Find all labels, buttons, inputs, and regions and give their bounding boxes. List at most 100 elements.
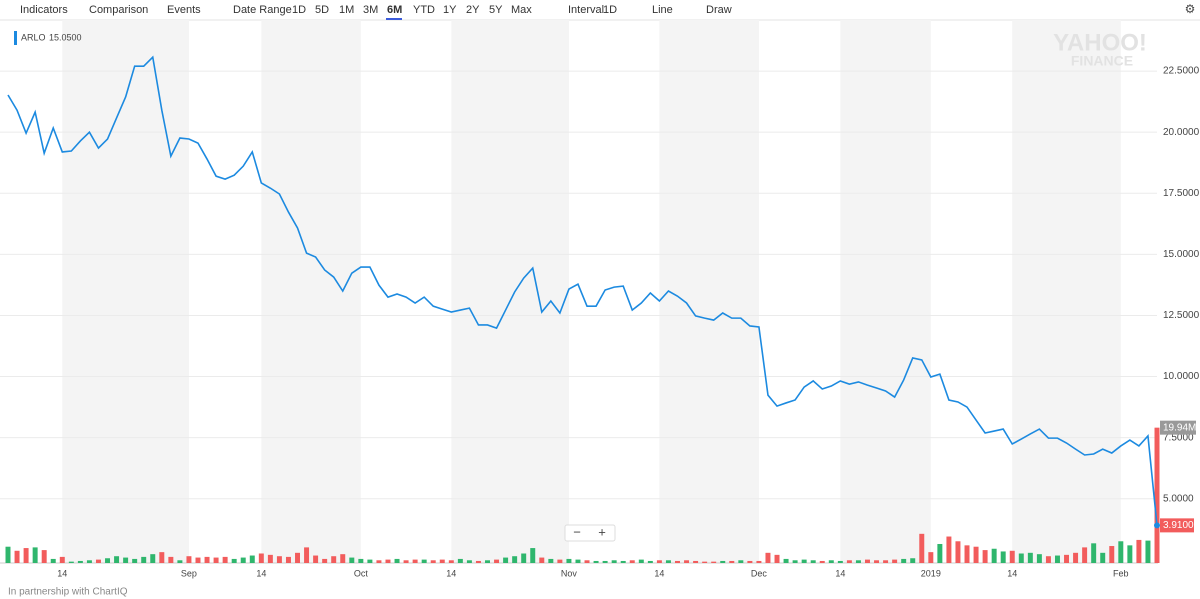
volume-bar [1091,543,1097,563]
volume-bar [675,560,680,563]
volume-bar [964,545,970,563]
volume-bar [439,559,445,563]
volume-bar [837,560,843,563]
volume-bar [548,558,554,563]
x-tick-label: 14 [57,568,67,578]
volume-bar [1064,554,1070,563]
volume-bar [783,558,789,563]
volume-bar [1109,546,1115,563]
volume-bar [385,559,391,563]
volume-bar [204,556,210,563]
volume-bar [720,560,726,563]
x-tick-label: Dec [751,568,768,578]
month-band [1012,20,1121,563]
toolbar-button[interactable]: Indicators [20,4,68,16]
volume-bar [32,547,38,563]
x-tick-label: Feb [1113,568,1129,578]
volume-bar [702,561,708,563]
volume-bar [376,560,382,563]
toolbar-button[interactable]: Events [167,4,201,16]
y-tick-label: 17.5000 [1163,188,1200,199]
zoom-buttons[interactable] [564,524,616,542]
toolbar-button[interactable]: 1Y [443,4,457,16]
volume-bar [539,557,545,563]
volume-bar [1045,556,1051,563]
toolbar-button[interactable]: 5Y [489,4,503,16]
month-band [62,20,189,563]
volume-bar [123,557,129,563]
volume-bar [177,560,183,563]
y-tick-label: 22.5000 [1163,66,1200,77]
volume-bar [1100,552,1106,563]
toolbar [0,0,1200,20]
toolbar-button[interactable]: 6M [387,4,402,16]
volume-bar [1000,551,1006,563]
volume-bar [828,560,834,563]
volume-bar [448,560,454,563]
y-tick-label: 20.0000 [1163,127,1200,138]
volume-bar [855,560,861,563]
watermark: FINANCE [1071,53,1133,69]
volume-bar [494,559,500,563]
volume-bar [322,558,328,563]
volume-bar [132,558,138,563]
toolbar-button[interactable]: 1D [292,4,306,16]
volume-bar [512,556,518,563]
last-point [1154,522,1160,529]
volume-bar [729,560,735,563]
volume-bar [928,552,934,563]
toolbar-button[interactable]: 5D [315,4,329,16]
volume-bar [1054,555,1060,563]
volume-bar [141,556,147,563]
grid [0,70,1157,500]
toolbar-button[interactable]: 1D [603,4,617,16]
volume-bar [295,552,300,563]
toolbar-button[interactable]: 3M [363,4,378,16]
volume-bar [919,533,925,563]
volume-bar [168,556,174,563]
volume-bar [530,548,536,563]
settings-icon[interactable]: ⚙ [1185,2,1196,16]
y-tick-label: 7.5000 [1163,432,1194,443]
volume-bar [557,559,563,563]
zoom-in[interactable]: + [598,524,606,539]
volume-bar [276,556,282,563]
toolbar-button[interactable]: 2Y [466,4,480,16]
volume-bar [883,560,889,563]
toolbar-button[interactable]: Interval [568,4,604,16]
volume-bar [946,536,952,563]
volume-bar [910,558,916,563]
toolbar-button[interactable]: YTD [413,4,435,16]
toolbar-button[interactable]: Comparison [89,4,148,16]
volume-bar [1127,545,1133,563]
volume-bar [738,560,744,563]
month-band [451,20,569,563]
volume-bar [792,560,798,563]
volume-bar [340,554,346,563]
x-tick-label: 2019 [921,568,941,578]
toolbar-button[interactable]: Date Range [233,4,292,16]
volume-bar [801,559,807,563]
volume-bar [593,560,599,563]
toolbar-button[interactable]: Line [652,4,673,16]
x-tick-label: Sep [181,568,197,578]
volume-bar [195,557,201,563]
toolbar-button[interactable]: 1M [339,4,354,16]
volume-bar [973,546,979,563]
volume-bar [846,560,852,563]
zoom-out[interactable]: − [573,524,581,539]
volume-bar [41,550,47,563]
volume-bar [68,561,74,563]
legend-value: 15.0500 [49,32,82,42]
toolbar-button[interactable]: Draw [706,4,732,16]
volume-bar [331,556,337,563]
volume-bar [1073,552,1079,563]
toolbar-button[interactable]: Max [511,4,532,16]
volume-bar [159,552,165,563]
month-band [840,20,931,563]
volume-bar [1136,539,1142,563]
volume-bar [105,558,111,563]
volume-bar [1145,540,1151,563]
volume-bar [602,560,608,563]
